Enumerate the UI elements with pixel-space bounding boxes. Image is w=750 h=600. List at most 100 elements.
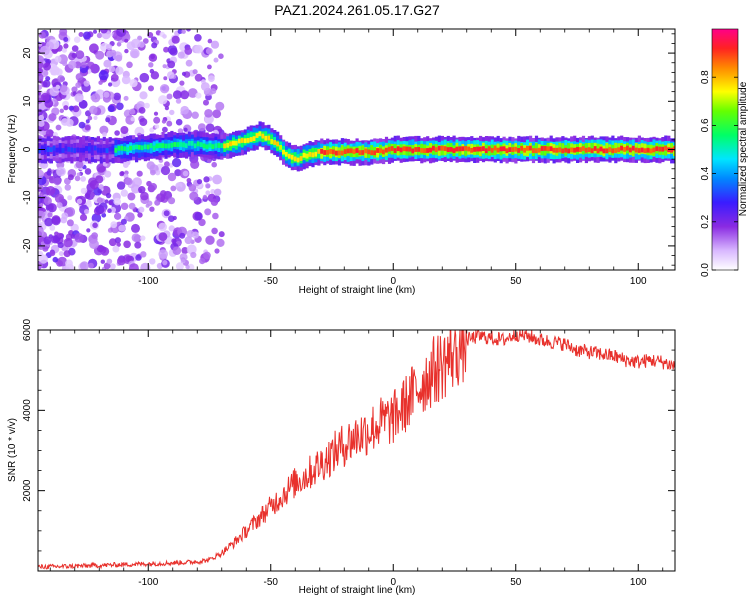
heatmap-noise-cell [99, 125, 109, 135]
heatmap-noise-cell [49, 86, 59, 97]
heatmap-ridge-cell [179, 142, 183, 147]
heatmap-ridge-cell [505, 148, 509, 154]
heatmap-noise-cell [205, 190, 211, 196]
heatmap-ridge-cell [393, 148, 397, 153]
heatmap-ridge-cell [523, 147, 527, 153]
heatmap-noise-cell [180, 90, 190, 100]
heatmap-noise-cell [96, 32, 103, 39]
heatmap-noise-cell [95, 50, 105, 60]
heatmap-noise-cell [52, 132, 58, 137]
heatmap-ridge-cell [479, 146, 483, 152]
heatmap-noise-cell [76, 172, 81, 177]
snr-ytick-label: 6000 [22, 318, 33, 341]
heatmap-ridge-cell [364, 148, 368, 154]
heatmap-noise-cell [124, 48, 129, 54]
heatmap-noise-cell [210, 40, 220, 49]
heatmap-noise-cell [46, 170, 52, 176]
heatmap-noise-cell [56, 232, 62, 238]
heatmap-ridge-cell [211, 144, 215, 149]
heatmap-ridge-cell [417, 147, 421, 152]
snr-xlabel: Height of straight line (km) [299, 585, 416, 596]
heatmap-ridge-cell [382, 149, 386, 155]
heatmap-noise-cell [218, 231, 225, 238]
heatmap-noise-cell [96, 197, 103, 204]
heatmap-ridge-cell [623, 147, 627, 152]
heatmap-noise-cell [75, 82, 82, 88]
heatmap-noise-cell [42, 79, 51, 88]
heatmap-ridge-cell [190, 141, 195, 146]
heatmap-ridge-cell [405, 146, 409, 152]
heatmap-noise-cell [80, 187, 88, 195]
heatmap-ridge-cell [443, 146, 447, 151]
heatmap-noise-cell [186, 244, 197, 255]
heatmap-ridge-cell [43, 147, 48, 153]
heatmap-ridge-cell [484, 148, 489, 154]
heatmap-noise-cell [43, 62, 51, 71]
heatmap-noise-cell [169, 109, 175, 116]
heatmap-noise-cell [98, 70, 109, 81]
heatmap-noise-cell [130, 117, 135, 122]
heatmap-noise-cell [43, 197, 52, 205]
heatmap-noise-cell [169, 47, 178, 56]
heatmap-noise-cell [83, 80, 90, 87]
heatmap-noise-cell [56, 166, 66, 177]
heatmap-noise-cell [116, 242, 121, 247]
heatmap-noise-cell [125, 255, 132, 263]
heatmap-noise-cell [194, 34, 202, 42]
heatmap-noise-cell [38, 31, 46, 39]
heatmap-noise-cell [114, 130, 120, 136]
heatmap-noise-cell [212, 109, 222, 119]
heatmap-noise-cell [110, 221, 118, 229]
heatmap-noise-cell [184, 47, 193, 55]
heatmap-ridge-cell [661, 146, 665, 152]
heatmap-noise-cell [137, 212, 143, 218]
heatmap-noise-cell [139, 118, 148, 126]
heatmap-ridge-cell [90, 145, 95, 151]
heatmap-noise-cell [38, 262, 43, 270]
heatmap-noise-cell [113, 92, 121, 101]
heatmap-ridge-cell [70, 147, 74, 153]
heatmap-ridge-cell [429, 147, 433, 153]
snr-axes: -100 -50 0 50 100 2000 4000 6000 [22, 318, 675, 588]
heatmap-ridge-cell [96, 147, 100, 153]
heatmap-ridge-cell [437, 145, 441, 151]
heatmap-ridge-cell [426, 148, 430, 153]
heatmap-noise-cell [162, 126, 168, 133]
heatmap-noise-cell [205, 235, 215, 245]
heatmap-noise-cell [185, 59, 193, 67]
heatmap-noise-cell [150, 71, 160, 80]
heatmap-noise-cell [112, 245, 120, 253]
heatmap-noise-cell [175, 98, 182, 104]
heatmap-ridge-cell [531, 148, 536, 153]
heatmap-noise-cell [160, 190, 167, 197]
heatmap-ridge-cell [570, 147, 574, 153]
heatmap-noise-cell [160, 165, 171, 176]
heatmap-noise-cell [74, 175, 81, 182]
heatmap-ridge-cell [308, 152, 312, 157]
spectrogram-xtick-label: -100 [138, 276, 158, 287]
heatmap-noise-cell [100, 259, 106, 264]
heatmap-noise-cell [38, 254, 48, 264]
heatmap-ridge-cell [467, 146, 471, 152]
heatmap-noise-cell [89, 43, 99, 54]
heatmap-noise-cell [120, 126, 129, 134]
heatmap-noise-cell [42, 245, 49, 252]
heatmap-ridge-cell [337, 150, 342, 156]
heatmap-ridge-cell [111, 145, 115, 151]
heatmap-ridge-cell [608, 147, 612, 152]
heatmap-noise-cell [38, 204, 41, 210]
snr-xtick-label: 100 [630, 577, 647, 588]
heatmap-ridge-cell [379, 148, 383, 154]
heatmap-noise-cell [207, 64, 212, 70]
snr-ytick-label: 4000 [22, 399, 33, 422]
heatmap-noise-cell [71, 45, 79, 52]
heatmap-noise-cell [62, 60, 68, 66]
heatmap-noise-cell [131, 223, 140, 233]
heatmap-noise-cell [192, 69, 198, 75]
heatmap-noise-cell [47, 203, 57, 213]
heatmap-ridge-cell [296, 157, 300, 163]
heatmap-noise-cell [38, 236, 44, 243]
heatmap-ridge-cell [376, 148, 380, 153]
heatmap-ridge-cell [420, 148, 424, 153]
